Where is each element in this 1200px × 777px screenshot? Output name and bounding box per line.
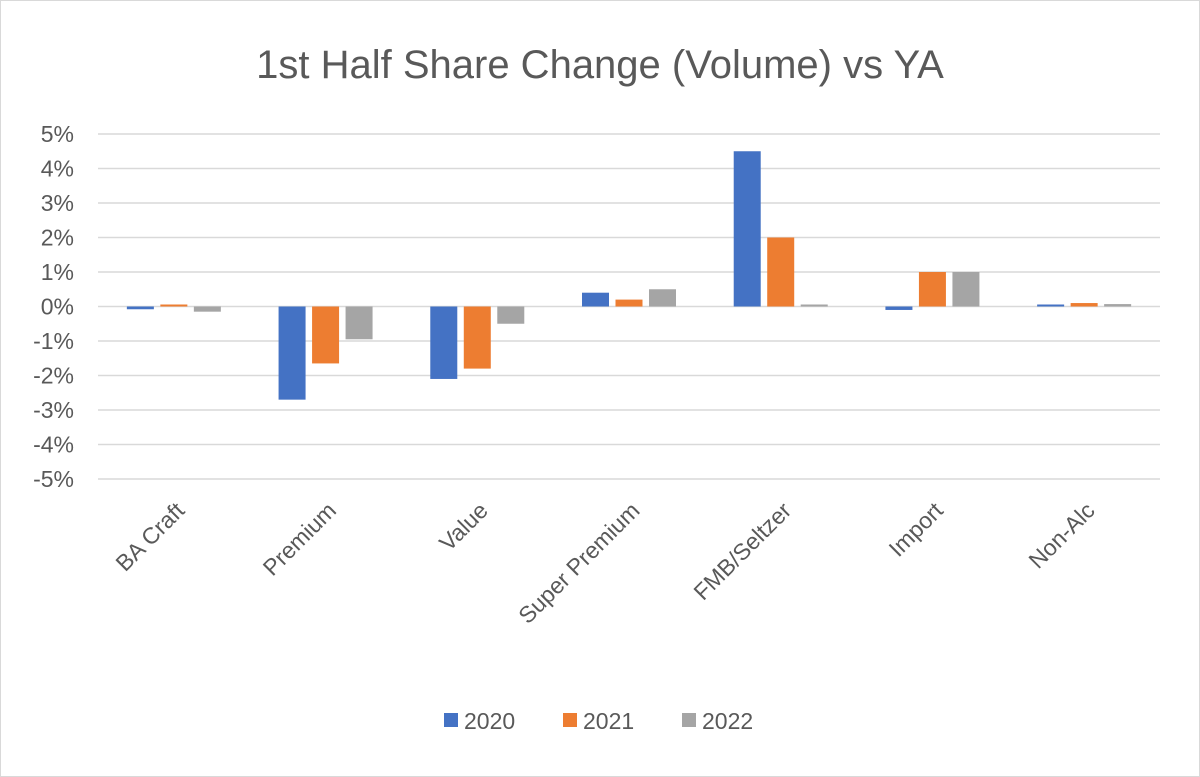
- bar-2020-fmb-seltzer: [733, 151, 761, 307]
- legend-label: 2022: [702, 708, 753, 734]
- y-tick-label: 2%: [41, 225, 74, 251]
- bar-2022-non-alc: [1104, 304, 1132, 307]
- bar-2021-value: [463, 306, 491, 369]
- bar-2022-super-premium: [649, 289, 676, 307]
- bar-2021-import: [918, 272, 946, 307]
- y-tick-label: -1%: [33, 328, 74, 354]
- x-category-label: Import: [883, 497, 948, 562]
- bar-2021-premium: [312, 306, 340, 364]
- bar-2022-ba-craft: [193, 306, 221, 312]
- bar-2022-value: [497, 306, 525, 324]
- y-axis-ticks: 5% 4% 3% 2% 1% 0% -1% -2% -3% -4% -5%: [33, 121, 74, 492]
- y-tick-label: 1%: [41, 259, 74, 285]
- y-tick-label: -2%: [33, 363, 74, 389]
- y-tick-label: 5%: [41, 121, 74, 147]
- y-tick-label: -3%: [33, 397, 74, 423]
- x-category-label: BA Craft: [110, 497, 189, 576]
- gridlines: [98, 133, 1160, 480]
- bar-2020-super-premium: [582, 292, 609, 307]
- chart-title: 1st Half Share Change (Volume) vs YA: [256, 43, 944, 87]
- bar-2021-ba-craft: [160, 304, 188, 307]
- x-category-label: Value: [434, 497, 493, 556]
- legend-swatch: [682, 713, 696, 727]
- legend-swatch: [563, 713, 577, 727]
- bar-2022-import: [952, 272, 980, 307]
- y-tick-label: 4%: [41, 156, 74, 182]
- bar-2020-non-alc: [1037, 304, 1065, 307]
- y-tick-label: 0%: [41, 294, 74, 320]
- y-tick-label: -4%: [33, 432, 74, 458]
- bar-2022-fmb-seltzer: [800, 304, 828, 307]
- bar-2020-ba-craft: [126, 306, 154, 310]
- y-tick-label: -5%: [33, 466, 74, 492]
- x-category-label: Super Premium: [513, 497, 644, 628]
- x-category-label: FMB/Seltzer: [688, 497, 796, 605]
- x-category-label: Non-Alc: [1023, 497, 1099, 573]
- x-axis-categories: BA Craft Premium Value Super Premium FMB/Sel…: [110, 497, 1099, 629]
- legend-label: 2021: [583, 708, 634, 734]
- legend: 2020 2021 2022: [444, 708, 753, 734]
- legend-label: 2020: [464, 708, 515, 734]
- bars: [126, 151, 1132, 400]
- bar-2020-import: [885, 306, 913, 310]
- bar-2021-non-alc: [1070, 303, 1098, 307]
- bar-2021-super-premium: [615, 299, 643, 307]
- y-tick-label: 3%: [41, 190, 74, 216]
- bar-2020-premium: [278, 306, 306, 400]
- bar-2020-value: [430, 306, 458, 379]
- x-category-label: Premium: [258, 497, 341, 580]
- bar-2022-premium: [345, 306, 373, 340]
- bar-2021-fmb-seltzer: [767, 237, 795, 307]
- legend-swatch: [444, 713, 458, 727]
